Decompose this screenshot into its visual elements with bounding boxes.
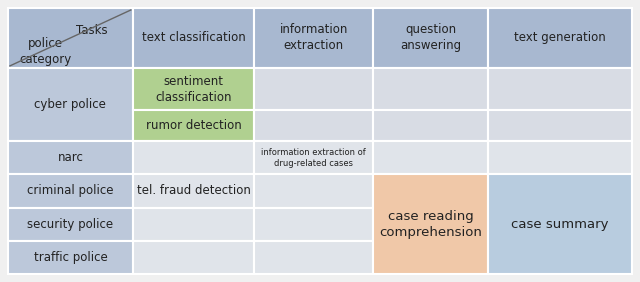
Text: information extraction of
drug-related cases: information extraction of drug-related c… <box>261 147 366 168</box>
Bar <box>255 8 373 68</box>
Text: tel. fraud detection: tel. fraud detection <box>137 184 251 197</box>
Bar <box>488 8 632 68</box>
Text: Tasks: Tasks <box>76 24 108 37</box>
Bar <box>373 68 488 111</box>
Text: traffic police: traffic police <box>33 251 108 264</box>
Bar <box>8 68 133 141</box>
Text: case summary: case summary <box>511 218 609 231</box>
Bar <box>373 141 488 174</box>
Bar <box>488 68 632 111</box>
Text: security police: security police <box>28 218 113 231</box>
Text: narc: narc <box>58 151 83 164</box>
Bar <box>255 111 373 141</box>
Text: police
category: police category <box>19 37 72 66</box>
Text: criminal police: criminal police <box>27 184 114 197</box>
Bar <box>8 174 133 208</box>
Text: information
extraction: information extraction <box>280 23 348 52</box>
Bar <box>8 141 133 174</box>
Bar <box>488 174 632 274</box>
Bar <box>133 8 255 68</box>
Text: rumor detection: rumor detection <box>146 119 241 132</box>
Bar <box>8 8 133 68</box>
Bar <box>373 174 488 274</box>
Bar <box>255 208 373 241</box>
Text: case reading
comprehension: case reading comprehension <box>380 210 482 239</box>
Bar <box>133 111 255 141</box>
Text: question
answering: question answering <box>400 23 461 52</box>
Bar <box>255 141 373 174</box>
Bar <box>488 141 632 174</box>
Text: text classification: text classification <box>142 31 246 45</box>
Bar <box>8 241 133 274</box>
Bar <box>133 174 255 208</box>
Text: cyber police: cyber police <box>35 98 106 111</box>
Bar <box>133 141 255 174</box>
Bar <box>255 68 373 111</box>
Bar <box>255 174 373 208</box>
Bar <box>255 241 373 274</box>
Bar <box>488 111 632 141</box>
Bar <box>133 68 255 111</box>
Bar <box>8 208 133 241</box>
Bar <box>133 241 255 274</box>
Bar <box>373 8 488 68</box>
Text: sentiment
classification: sentiment classification <box>156 75 232 103</box>
Text: text generation: text generation <box>515 31 606 45</box>
Bar <box>133 208 255 241</box>
Bar <box>373 111 488 141</box>
